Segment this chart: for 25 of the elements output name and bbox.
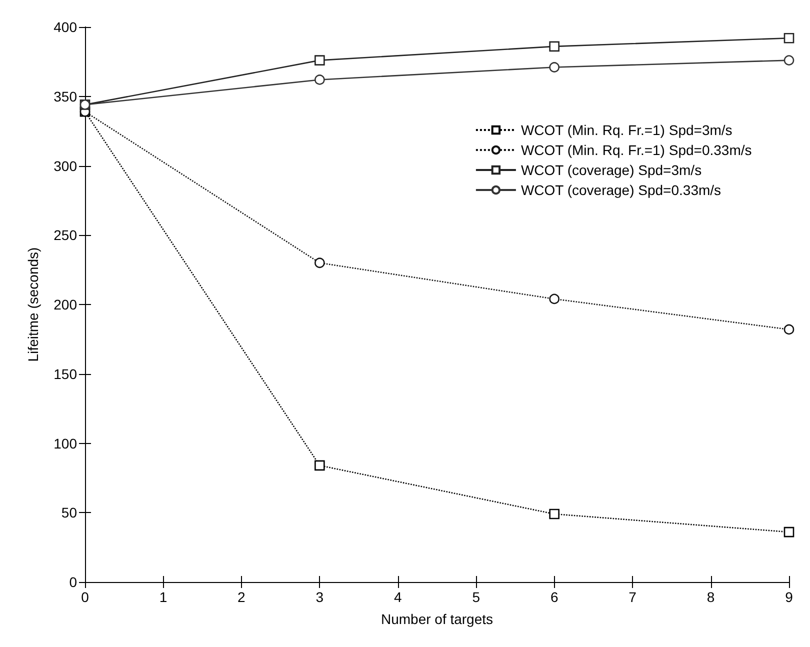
x-tick-label: 2	[238, 589, 246, 605]
x-tick-label: 9	[785, 589, 794, 605]
legend-label: WCOT (Min. Rq. Fr.=1) Spd=0.33m/s	[520, 142, 752, 158]
y-tick-label: 150	[54, 366, 78, 382]
x-tick-label: 8	[706, 589, 715, 605]
x-tick-label: 3	[316, 589, 324, 605]
x-tick-label: 6	[550, 589, 558, 605]
x-tick-label: 0	[81, 589, 90, 605]
x-tick-label: 4	[394, 589, 402, 605]
y-axis-title: Lifeitme (seconds)	[25, 247, 41, 362]
x-tick-label: 7	[628, 589, 637, 605]
y-tick-label: 100	[54, 435, 78, 452]
legend-label: WCOT (Min. Rq. Fr.=1) Spd=3m/s	[520, 122, 732, 138]
y-tick-label: 350	[54, 88, 78, 104]
legend-label: WCOT (coverage) Spd=0.33m/s	[520, 182, 722, 198]
y-tick-label: 0	[69, 574, 78, 590]
x-axis-title: Number of targets	[380, 611, 494, 627]
y-tick-label: 400	[54, 19, 78, 35]
y-tick-label: 200	[54, 296, 78, 312]
y-tick-label: 250	[54, 227, 78, 244]
y-tick-label: 300	[54, 158, 78, 174]
legend-label: WCOT (coverage) Spd=3m/s	[520, 162, 702, 178]
y-tick-label: 50	[61, 504, 78, 521]
x-tick-label: 5	[472, 589, 480, 605]
x-tick-label: 1	[159, 589, 168, 605]
